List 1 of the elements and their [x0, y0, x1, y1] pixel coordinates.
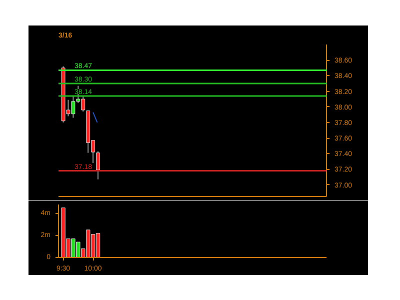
candlestick — [96, 150, 100, 180]
